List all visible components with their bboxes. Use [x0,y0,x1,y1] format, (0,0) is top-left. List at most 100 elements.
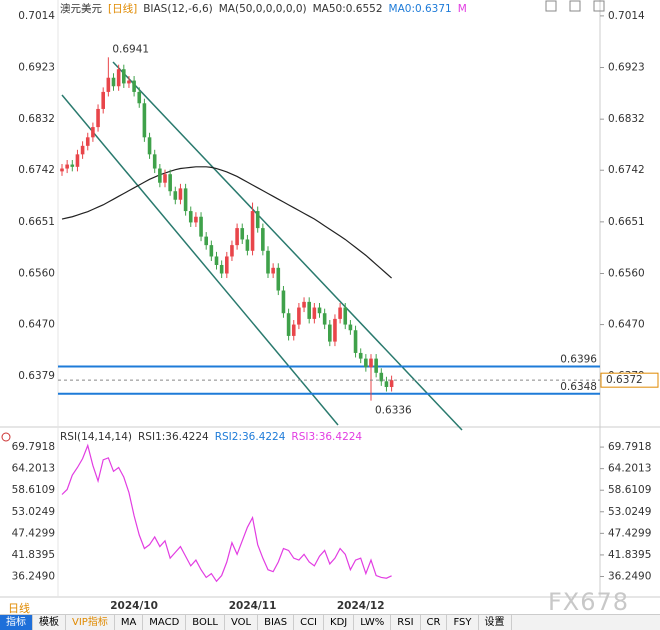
price-legend: 澳元美元 [日线] BIAS(12,-6,6) MA(50,0,0,0,0,0) MA5… [60,1,473,16]
candle-body [230,245,234,257]
candle-body [358,352,363,359]
watermark: FX678 [548,588,630,616]
candle-body [219,264,224,274]
candle-body [333,318,337,342]
candle-body [173,191,178,200]
candle-body [188,211,193,223]
legend-item: RSI2:36.4224 [214,431,286,443]
candle-body [75,154,80,167]
toolbar-tab[interactable]: CCI [294,615,325,630]
candle-body [328,324,332,342]
legend-item: MA0:0.6371 [388,3,452,15]
high-annotation: 0.6941 [112,43,149,55]
toolbar-tab[interactable]: 指标 [0,615,33,630]
candle-body [178,188,183,200]
line-label: 0.6348 [560,381,597,393]
candle-body [297,307,301,325]
y-tick-label: 0.6832 [18,113,55,125]
y-tick-label: 53.0249 [12,506,55,518]
candle-body [163,174,167,183]
icon[interactable] [1,432,11,442]
candle-body [255,211,260,229]
candle-body [364,358,368,368]
candle-body [245,239,250,251]
candle-body [374,358,378,373]
toolbar-tab[interactable]: RSI [391,615,421,630]
toolbar-tab[interactable]: MACD [143,615,187,630]
candle-body [369,358,373,368]
candle-body [199,216,203,237]
price-box [600,372,659,388]
rsi-line [61,443,392,583]
candle-body [137,91,142,104]
y-tick-label: 53.0249 [608,506,651,518]
rsi-legend: RSI(14,14,14) RSI1:36.4224 RSI2:36.4224 RSI… [60,431,368,443]
candle-body [291,324,296,336]
toolbar-tab[interactable]: 设置 [479,615,512,630]
toolbar-tab[interactable]: VOL [225,615,259,630]
candle-body [147,137,152,155]
x-tick-label: 2024/12 [337,600,385,612]
y-tick-label: 0.6379 [18,370,55,382]
candle-body [317,307,322,314]
candle-body [101,91,105,109]
y-tick-label: 69.7918 [12,441,55,453]
y-tick-label: 0.6470 [608,319,645,331]
candle-body [152,154,157,169]
candle-body [338,307,342,319]
y-tick-label: 0.6651 [18,216,55,228]
candle-body [353,330,358,353]
toolbar-tab[interactable]: FSY [447,615,479,630]
candle-body [266,250,270,274]
y-tick-label: 69.7918 [608,441,651,453]
low-annotation: 0.6336 [375,405,412,417]
candle-body [65,164,69,169]
toolbar-tab[interactable]: 模板 [33,615,66,630]
price-label: 0.6372 [606,374,643,386]
icon[interactable] [545,0,557,12]
legend-item: M [457,3,467,15]
icon[interactable] [593,0,605,12]
candle-body [322,313,327,325]
candle-body [281,290,286,314]
period-tag: [日线] [108,3,138,15]
candle-body [348,324,353,331]
y-tick-label: 0.6560 [608,267,645,279]
toolbar-tab[interactable]: KDJ [324,615,355,630]
legend-item: RSI1:36.4224 [138,431,209,443]
y-tick-label: 41.8395 [608,549,651,561]
y-tick-label: 36.2490 [12,570,55,582]
y-tick-label: 0.6560 [18,267,55,279]
y-tick-label: 0.6832 [608,113,645,125]
symbol: 澳元美元 [60,3,102,15]
legend-item: MA(50,0,0,0,0,0) [218,3,307,15]
line-label: 0.6396 [560,354,597,366]
toolbar-tab[interactable]: VIP指标 [66,615,115,630]
candle-body [271,267,275,274]
candle-body [127,80,131,84]
y-tick-label: 0.7014 [18,10,55,22]
y-tick-label: 0.7014 [608,10,645,22]
toolbar-tab[interactable]: BOLL [186,615,225,630]
candle-body [384,381,389,387]
candle-body [261,228,265,251]
candle-body [80,145,85,155]
candle-body [307,301,311,319]
toolbar-tab[interactable]: BIAS [258,615,295,630]
candle-body [168,174,172,192]
icon[interactable] [569,0,581,12]
candle-body [142,103,147,138]
trend-line [61,94,339,426]
candle-body [204,236,208,246]
toolbar-tab[interactable]: MA [115,615,144,630]
legend-item: MA50:0.6552 [312,3,383,15]
period-label[interactable]: 日线 [8,602,30,615]
candle-body [116,69,121,87]
toolbar-tab[interactable]: CR [421,615,448,630]
y-tick-label: 47.4299 [608,527,651,539]
toolbar-tab[interactable]: LW% [354,615,392,630]
ma-line [61,166,392,279]
y-tick-label: 0.6923 [608,62,645,74]
